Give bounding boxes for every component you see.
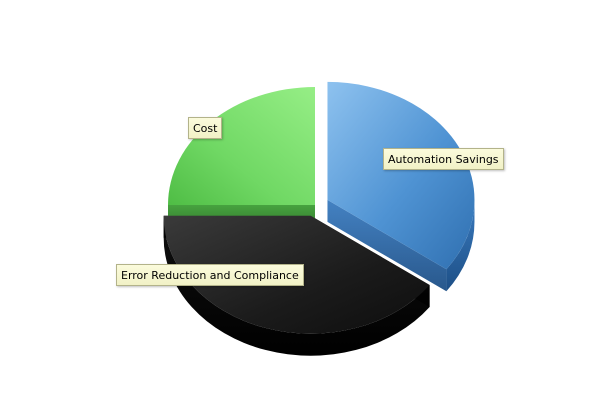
slice-side-0 xyxy=(446,199,475,292)
slice-edge-0-1 xyxy=(327,199,447,292)
slice-cost xyxy=(168,87,315,205)
slice-side-1 xyxy=(163,215,430,356)
slice-label: Cost xyxy=(188,117,223,139)
slice-automation-savings xyxy=(327,81,475,270)
pie-slices xyxy=(163,81,475,356)
slice-label: Error Reduction and Compliance xyxy=(116,264,304,286)
slice-label: Automation Savings xyxy=(383,148,504,170)
